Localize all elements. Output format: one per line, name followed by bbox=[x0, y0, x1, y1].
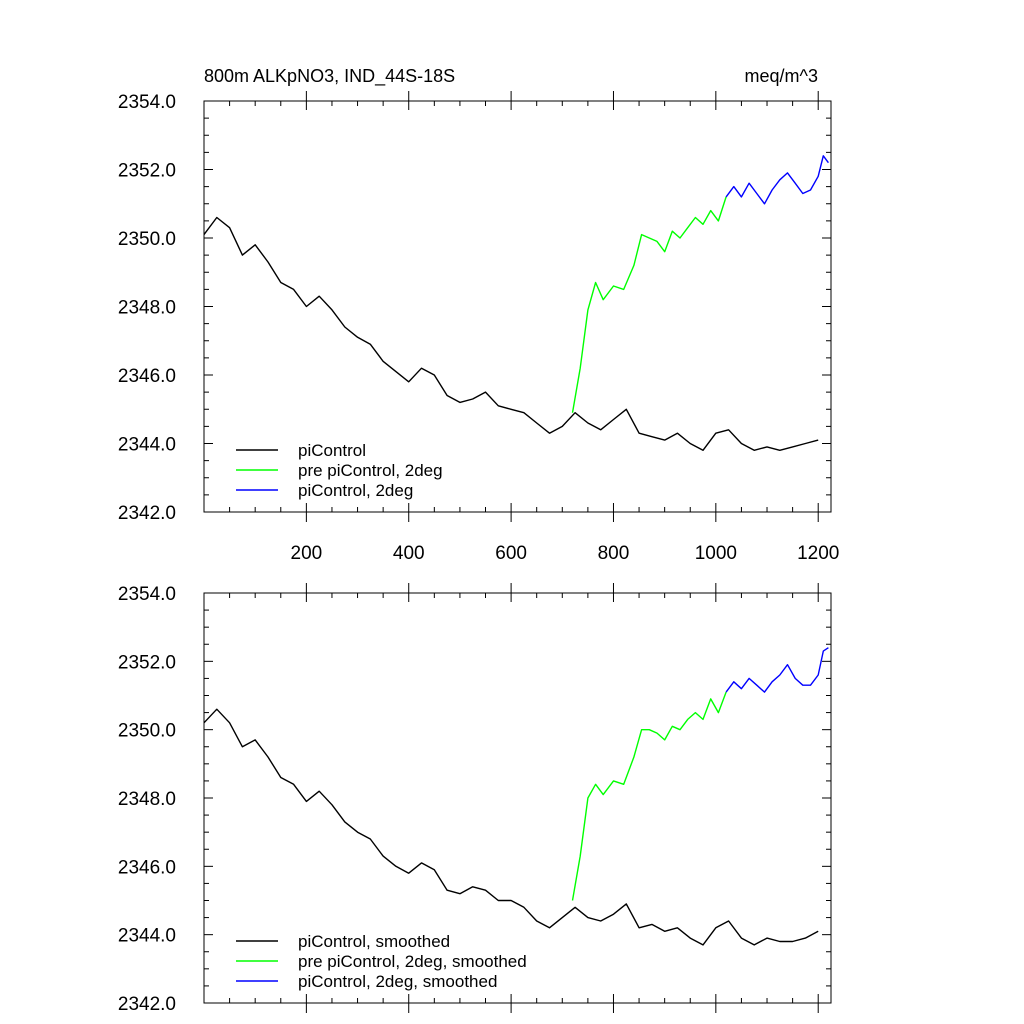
y-tick-label: 2346.0 bbox=[118, 857, 176, 878]
legend-label: pre piControl, 2deg bbox=[298, 461, 443, 480]
series-line bbox=[571, 691, 727, 901]
units-label: meq/m^3 bbox=[745, 66, 818, 86]
series-line bbox=[203, 708, 819, 946]
y-tick-label: 2352.0 bbox=[118, 161, 176, 182]
y-tick-label: 2352.0 bbox=[118, 652, 176, 673]
legend-label: piControl, 2deg, smoothed bbox=[298, 972, 497, 991]
y-tick-label: 2342.0 bbox=[118, 994, 176, 1015]
y-tick-label: 2350.0 bbox=[118, 721, 176, 742]
series-line bbox=[725, 155, 829, 205]
y-tick-label: 2354.0 bbox=[118, 92, 176, 113]
y-tick-label: 2346.0 bbox=[118, 366, 176, 387]
legend-label: piControl bbox=[298, 441, 366, 460]
y-tick-label: 2344.0 bbox=[118, 435, 176, 456]
y-tick-label: 2354.0 bbox=[118, 584, 176, 605]
y-tick-label: 2344.0 bbox=[118, 926, 176, 947]
x-tick-label: 1200 bbox=[797, 543, 839, 564]
series-line bbox=[725, 647, 829, 693]
legend-label: piControl, 2deg bbox=[298, 481, 413, 500]
chart-title: 800m ALKpNO3, IND_44S-18S bbox=[204, 66, 455, 87]
legend-label: pre piControl, 2deg, smoothed bbox=[298, 952, 527, 971]
x-tick-label: 400 bbox=[393, 543, 425, 564]
x-tick-label: 800 bbox=[598, 543, 630, 564]
y-tick-label: 2348.0 bbox=[118, 789, 176, 810]
series-line bbox=[571, 196, 727, 413]
y-tick-label: 2350.0 bbox=[118, 229, 176, 250]
y-tick-label: 2342.0 bbox=[118, 503, 176, 524]
legend-label: piControl, smoothed bbox=[298, 932, 450, 951]
x-tick-label: 600 bbox=[495, 543, 527, 564]
x-tick-label: 200 bbox=[291, 543, 323, 564]
panel-bottom: 2342.0 2344.0 2346.0 2348.0 2350.0 2352.0 2354… bbox=[118, 583, 832, 1015]
panel-top: 2342.0 2344.0 2346.0 2348.0 2350.0 2352.0 2354… bbox=[118, 91, 839, 564]
series-line bbox=[203, 216, 819, 451]
y-tick-label: 2348.0 bbox=[118, 298, 176, 319]
x-tick-label: 1000 bbox=[695, 543, 737, 564]
